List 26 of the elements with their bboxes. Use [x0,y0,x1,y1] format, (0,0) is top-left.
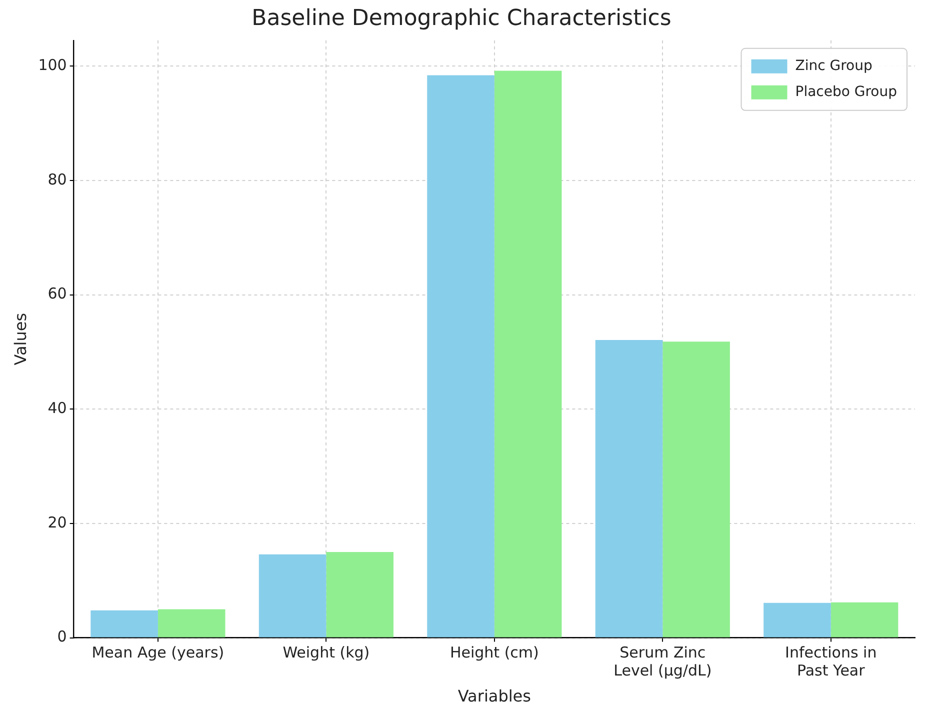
bar [90,610,158,638]
y-tick-label: 40 [48,399,67,418]
bar [595,340,663,638]
chart-title: Baseline Demographic Characteristics [252,6,672,31]
y-tick-label: 100 [38,56,67,74]
y-tick-label: 0 [57,628,67,646]
x-tick-label: Infections in Past Year [785,644,877,680]
x-axis-title: Variables [458,686,531,706]
bar [494,70,562,638]
x-tick-label: Serum Zinc Level (µg/dL) [614,644,712,680]
x-tick-label: Height (cm) [450,644,539,662]
legend-label: Zinc Group [795,58,872,74]
bar [158,609,226,638]
x-tick-label: Weight (kg) [282,644,370,662]
y-axis-title: Values [10,312,30,366]
bar [830,602,898,638]
bar [326,552,394,638]
bar [427,75,494,638]
bar [764,602,831,638]
y-tick-label: 20 [48,513,67,532]
y-tick-label: 80 [48,170,67,188]
bar [258,554,326,638]
bar [662,342,730,638]
legend-label: Placebo Group [795,84,898,100]
y-tick-label: 60 [48,284,67,303]
x-tick-label: Mean Age (years) [92,644,224,662]
